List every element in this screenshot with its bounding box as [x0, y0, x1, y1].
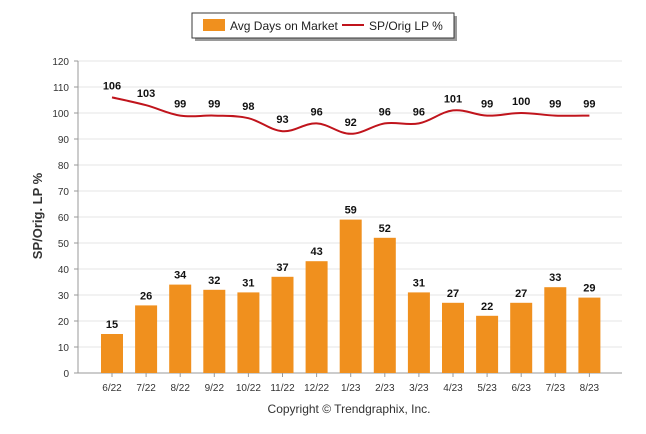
line-data-label: 99	[583, 99, 595, 111]
bar	[544, 287, 567, 373]
bar-data-label: 32	[208, 275, 220, 287]
x-tick-label: 5/23	[477, 383, 497, 394]
x-tick-label: 8/23	[580, 383, 600, 394]
line-data-label: 96	[379, 106, 391, 118]
y-tick-label: 100	[52, 109, 69, 120]
bar-data-label: 59	[345, 205, 357, 217]
x-tick-label: 7/22	[136, 383, 156, 394]
legend-entry-bars: Avg Days on Market	[230, 19, 338, 33]
copyright-footer: Copyright © Trendgraphix, Inc.	[268, 402, 431, 416]
line-data-label: 106	[103, 80, 121, 92]
axes: 0 10 20 30 40 50 60 70 80 90 100 110 120 6/22 7/22 8/22…	[52, 57, 599, 394]
bar	[203, 289, 226, 373]
bar-data-label: 37	[276, 262, 288, 274]
y-tick-label: 60	[58, 213, 70, 224]
bar	[271, 276, 294, 373]
line-series	[111, 96, 590, 135]
x-tick-label: 8/22	[170, 383, 190, 394]
bar	[476, 315, 499, 373]
x-tick-label: 2/23	[375, 383, 395, 394]
line-data-label: 98	[242, 101, 254, 113]
data-labels: 15 26 34 32 31 37 43 59 52 31 27 22 27 33 29 106 103 99 99…	[103, 80, 596, 331]
bar	[339, 219, 362, 373]
y-tick-label: 10	[58, 343, 70, 354]
legend-box	[191, 12, 455, 39]
line-data-label: 100	[512, 96, 530, 108]
y-tick-label: 0	[63, 369, 69, 380]
line-data-label: 93	[276, 114, 288, 126]
bar-series	[101, 219, 601, 373]
y-tick-label: 120	[52, 57, 69, 68]
x-tick-label: 6/22	[102, 383, 122, 394]
line-data-label: 92	[345, 117, 357, 129]
bar-data-label: 33	[549, 272, 561, 284]
y-tick-label: 20	[58, 317, 70, 328]
bar-data-label: 15	[106, 319, 118, 331]
y-tick-label: 40	[58, 265, 70, 276]
line-data-label: 99	[208, 99, 220, 111]
bar-data-label: 27	[515, 288, 527, 300]
bar-data-label: 43	[310, 246, 322, 258]
legend-entry-line: SP/Orig LP %	[369, 19, 443, 33]
line-data-label: 96	[413, 106, 425, 118]
bar-data-label: 26	[140, 290, 152, 302]
x-tick-label: 12/22	[304, 383, 329, 394]
x-tick-label: 11/22	[270, 383, 295, 394]
bar	[135, 305, 158, 373]
bar-data-label: 52	[379, 223, 391, 235]
line-data-label: 101	[444, 93, 462, 105]
bar	[407, 292, 430, 373]
y-tick-label: 80	[58, 161, 70, 172]
x-tick-label: 10/22	[236, 383, 261, 394]
x-tick-label: 7/23	[546, 383, 566, 394]
bar-data-label: 31	[242, 277, 254, 289]
line-data-label: 99	[481, 99, 493, 111]
y-axis-label: SP/Orig. LP %	[30, 172, 45, 259]
bar	[101, 334, 123, 373]
bar-data-label: 34	[174, 270, 187, 282]
legend: Avg Days on Market SP/Orig LP %	[191, 12, 457, 41]
legend-bar-swatch	[203, 19, 225, 31]
y-tick-label: 90	[58, 135, 70, 146]
line-data-label: 96	[310, 106, 322, 118]
bar	[373, 237, 396, 373]
x-tick-label: 6/23	[511, 383, 531, 394]
line-data-label: 103	[137, 88, 155, 100]
x-tick-label: 1/23	[341, 383, 361, 394]
line-data-label: 99	[549, 99, 561, 111]
x-tick-label: 3/23	[409, 383, 429, 394]
bar	[169, 284, 192, 373]
y-tick-label: 70	[58, 187, 70, 198]
x-tick-label: 9/22	[205, 383, 225, 394]
y-tick-label: 110	[53, 83, 69, 94]
bar-data-label: 27	[447, 288, 459, 300]
bar-data-label: 29	[583, 283, 595, 295]
bar	[578, 297, 601, 373]
line-path	[111, 96, 590, 135]
x-tick-label: 4/23	[443, 383, 463, 394]
y-tick-label: 30	[58, 291, 70, 302]
bar	[442, 302, 464, 373]
line-data-label: 99	[174, 99, 186, 111]
bar-data-label: 22	[481, 301, 493, 313]
bar	[237, 292, 260, 373]
bar	[305, 261, 328, 373]
bar	[510, 302, 533, 373]
y-tick-label: 50	[58, 239, 70, 250]
bar-data-label: 31	[413, 277, 425, 289]
